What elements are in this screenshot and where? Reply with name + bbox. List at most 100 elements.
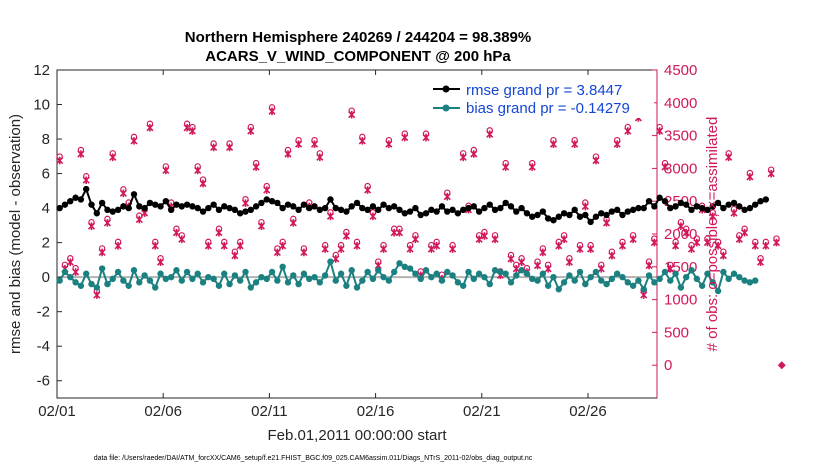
rmse-point xyxy=(704,206,711,214)
bias-point xyxy=(316,279,324,286)
obs-assimilated-marker xyxy=(162,166,170,175)
bias-point xyxy=(730,270,738,277)
rmse-point xyxy=(550,216,557,224)
bias-point xyxy=(417,275,424,283)
obs-assimilated-marker xyxy=(236,242,244,250)
bias-point xyxy=(380,273,387,281)
bias-point xyxy=(321,272,329,279)
obs-assimilated-marker xyxy=(762,242,770,250)
obs-assimilated-marker xyxy=(640,291,648,299)
bias-point xyxy=(136,279,143,286)
obs-assimilated-marker xyxy=(751,242,759,250)
bias-point xyxy=(295,280,302,288)
rmse-point xyxy=(592,213,600,220)
rmse-point xyxy=(321,204,329,212)
bias-point xyxy=(529,275,536,283)
rmse-point xyxy=(226,204,233,212)
obs-assimilated-marker xyxy=(725,153,733,162)
obs-assimilated-marker xyxy=(693,238,701,247)
obs-assimilated-marker xyxy=(687,245,696,253)
obs-assimilated-marker xyxy=(560,235,568,244)
rmse-point xyxy=(730,199,738,207)
obs-assimilated-marker xyxy=(231,251,239,260)
bias-point xyxy=(683,273,690,281)
right-y-axis-label: # of obs: o=possible; ×=assimilated xyxy=(704,117,721,352)
rmse-point xyxy=(380,201,387,208)
bias-point xyxy=(146,277,154,284)
legend-rmse-marker xyxy=(442,85,450,93)
obs-assimilated-marker xyxy=(135,215,143,224)
rmse-point xyxy=(459,206,467,214)
bias-point xyxy=(688,267,695,274)
obs-assimilated-marker xyxy=(364,186,372,194)
rmse-point xyxy=(454,210,462,217)
bias-point xyxy=(109,275,116,283)
rmse-point xyxy=(422,210,430,217)
bias-point xyxy=(242,268,249,276)
obs-assimilated-marker xyxy=(401,133,409,142)
bias-point xyxy=(491,267,499,274)
obs-assimilated-marker xyxy=(98,248,106,257)
y-axis-ticks: 12 10 8 6 4 2 0 -2 -4 -6 xyxy=(33,62,62,390)
rmse-point xyxy=(762,196,770,203)
rmse-point xyxy=(470,203,478,210)
obs-assimilated-marker xyxy=(326,212,335,221)
obs-assimilated-marker xyxy=(178,235,186,244)
rmse-point xyxy=(247,206,255,214)
bias-point xyxy=(640,286,647,293)
obs-assimilated-marker xyxy=(82,176,90,185)
rmse-point xyxy=(104,206,111,214)
rmse-point xyxy=(189,203,196,210)
bias-point xyxy=(449,272,456,279)
rmse-point xyxy=(199,208,207,215)
rmse-point xyxy=(61,201,69,208)
obs-assimilated-marker xyxy=(172,228,181,237)
obs-assimilated-marker xyxy=(411,235,419,244)
rmse-point xyxy=(210,201,217,208)
rmse-point xyxy=(231,206,239,214)
rmse-point xyxy=(635,204,642,212)
rmse-point xyxy=(491,206,499,214)
bias-point xyxy=(406,265,414,272)
obs-assimilated-marker xyxy=(709,212,717,221)
obs-assimilated-marker xyxy=(608,251,616,260)
bias-point xyxy=(587,273,594,281)
obs-assimilated-marker xyxy=(390,228,398,237)
rmse-point xyxy=(688,206,695,214)
obs-assimilated-marker xyxy=(263,186,271,194)
right-y-tick-label: 0 xyxy=(664,357,672,374)
obs-assimilated-marker xyxy=(72,268,80,276)
rmse-point xyxy=(481,204,488,212)
bias-point xyxy=(475,270,483,277)
bias-point xyxy=(274,277,281,284)
bias-point xyxy=(348,267,355,274)
x-tick-label: 02/06 xyxy=(144,403,182,420)
obs-assimilated-marker xyxy=(549,140,558,148)
obs-assimilated-marker xyxy=(273,248,281,257)
bias-point xyxy=(704,270,711,277)
obs-assimilated-marker xyxy=(470,150,478,158)
legend-box xyxy=(428,78,654,118)
bias-point xyxy=(698,282,706,289)
bias-point xyxy=(279,263,286,270)
obs-assimilated-marker xyxy=(735,235,743,244)
bias-point xyxy=(263,275,270,283)
rmse-point xyxy=(236,210,244,217)
rmse-point xyxy=(390,203,398,210)
bias-point xyxy=(603,280,610,288)
rmse-point xyxy=(205,204,212,212)
rmse-point xyxy=(449,206,456,214)
bias-point xyxy=(258,273,265,281)
x-tick-label: 02/21 xyxy=(463,403,501,420)
x-axis-label: Feb.01,2011 00:00:00 start xyxy=(267,427,447,444)
rmse-point xyxy=(714,199,722,207)
rmse-point xyxy=(194,204,201,212)
rmse-point xyxy=(529,213,536,220)
right-y-tick-label: 4000 xyxy=(664,95,697,112)
y-tick-label: -2 xyxy=(37,304,50,321)
obs-assimilated-marker xyxy=(645,261,653,270)
bias-point xyxy=(746,279,754,286)
bias-point xyxy=(428,273,435,281)
bias-point xyxy=(183,268,191,276)
bias-point xyxy=(300,270,308,277)
